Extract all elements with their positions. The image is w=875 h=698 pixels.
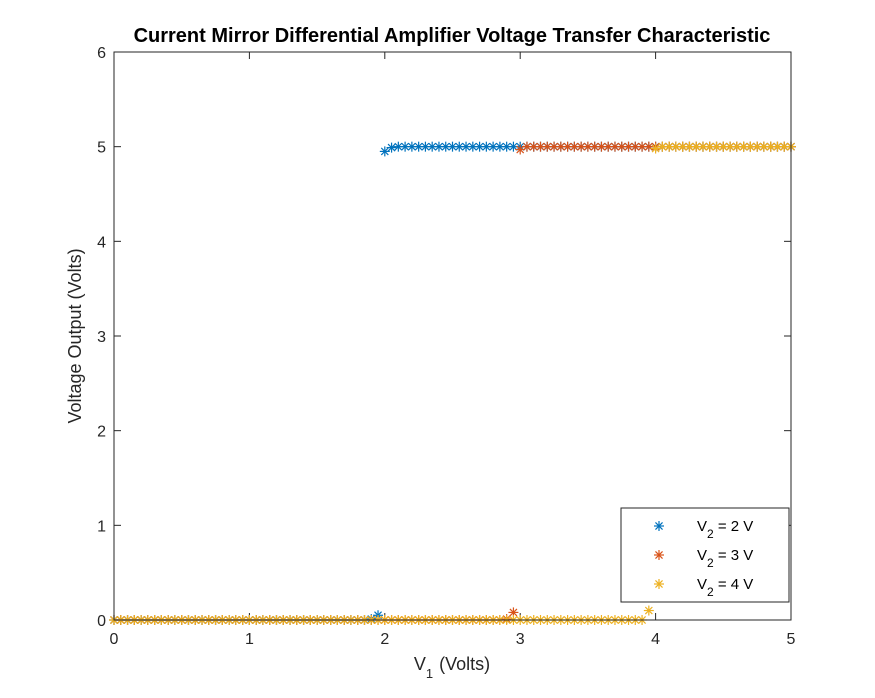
y-tick-label: 1	[97, 518, 106, 535]
legend-label-sub: 2	[707, 585, 714, 599]
x-tick-label: 3	[516, 631, 525, 648]
legend-label-pre: V	[697, 518, 707, 535]
legend-marker-2	[654, 550, 664, 560]
x-tick-label: 0	[110, 631, 119, 648]
legend-marker-1	[654, 521, 664, 531]
legend-label-sub: 2	[707, 527, 714, 541]
x-axis-label-rest: (Volts)	[434, 654, 490, 674]
data-point	[528, 141, 539, 152]
y-tick-label: 5	[97, 140, 106, 157]
legend-label-post: = 2 V	[714, 518, 754, 535]
data-point	[704, 141, 715, 152]
legend-label-sub: 2	[707, 556, 714, 570]
data-point	[379, 146, 390, 157]
legend-label-2: V2 = 3 V	[697, 547, 753, 570]
x-axis-label-main: V	[414, 654, 426, 674]
legend-marker-3	[654, 579, 664, 589]
data-point	[521, 141, 532, 152]
legend: V2 = 2 VV2 = 3 VV2 = 4 V	[620, 507, 790, 603]
x-axis-label-sub: 1	[426, 666, 433, 681]
plot-box	[113, 51, 792, 621]
legend-label-3: V2 = 4 V	[697, 576, 753, 599]
y-tick-label: 6	[97, 45, 106, 62]
x-tick-label: 1	[245, 631, 254, 648]
legend-box	[620, 507, 790, 603]
y-axis-label: Voltage Output (Volts)	[65, 248, 85, 423]
data-point	[691, 141, 702, 152]
y-tick-label: 4	[97, 234, 106, 251]
data-point	[650, 143, 661, 154]
x-tick-label: 2	[380, 631, 389, 648]
x-tick-label: 4	[651, 631, 660, 648]
data-point	[643, 605, 654, 616]
data-point	[386, 142, 397, 153]
legend-label-post: = 3 V	[714, 547, 754, 564]
data-point	[609, 141, 620, 152]
x-tick-label: 5	[787, 631, 796, 648]
y-axis-ticks: 0 1 2 3 4 5 6	[97, 45, 791, 630]
legend-label-1: V2 = 2 V	[697, 518, 753, 541]
data-point	[474, 141, 485, 152]
data-point	[501, 141, 512, 152]
x-axis-label: V1 (Volts)	[414, 654, 490, 681]
y-tick-label: 0	[97, 613, 106, 630]
data-point	[623, 141, 634, 152]
legend-label-post: = 4 V	[714, 576, 754, 593]
y-tick-label: 2	[97, 424, 106, 441]
legend-label-pre: V	[697, 576, 707, 593]
legend-label-pre: V	[697, 547, 707, 564]
data-point	[738, 141, 749, 152]
data-point	[745, 141, 756, 152]
data-point	[488, 141, 499, 152]
chart-title: Current Mirror Differential Amplifier Vo…	[134, 25, 771, 47]
y-tick-label: 3	[97, 329, 106, 346]
